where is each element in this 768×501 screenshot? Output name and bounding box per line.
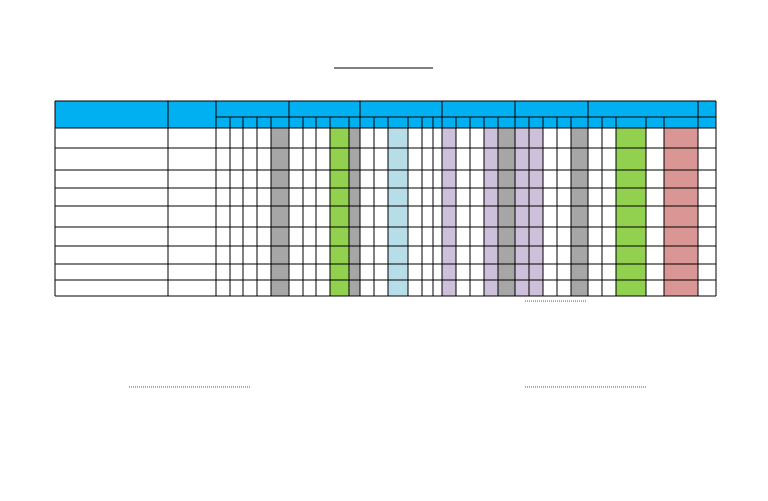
shaded-column xyxy=(271,128,289,296)
shaded-column xyxy=(442,128,456,296)
shaded-column xyxy=(515,128,529,296)
header-cell xyxy=(55,101,168,128)
shaded-column xyxy=(330,128,349,296)
shaded-column xyxy=(529,128,543,296)
shaded-column xyxy=(498,128,515,296)
header-cell xyxy=(168,101,216,128)
shaded-column xyxy=(571,128,588,296)
subheader-band xyxy=(216,117,716,128)
shaded-column xyxy=(349,128,360,296)
shaded-column xyxy=(388,128,408,296)
shaded-column xyxy=(664,128,698,296)
shaded-column xyxy=(616,128,646,296)
shaded-column xyxy=(484,128,498,296)
